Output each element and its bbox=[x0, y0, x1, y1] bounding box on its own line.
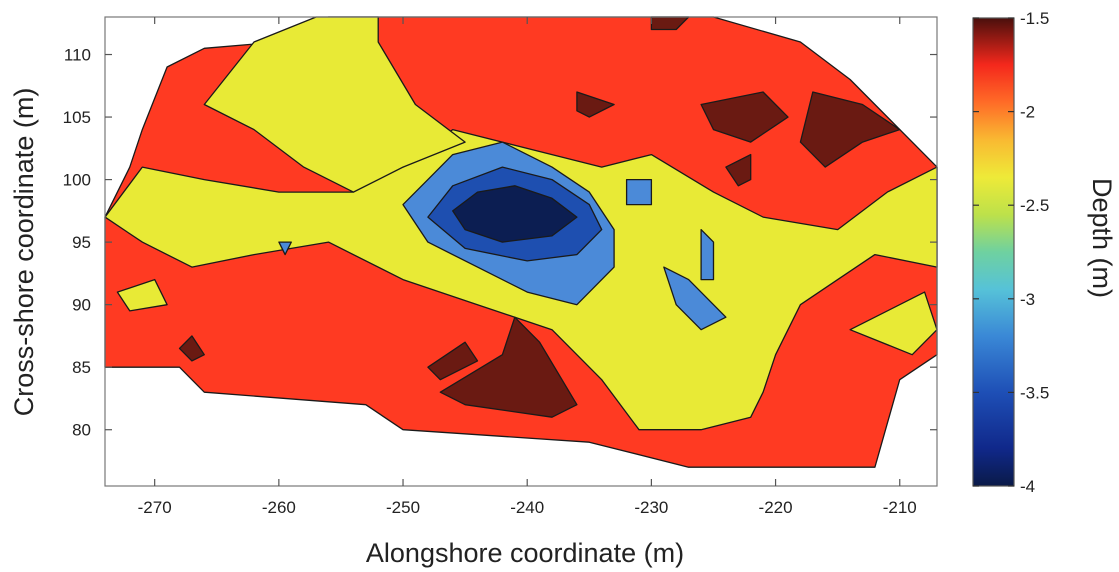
colorbar-tick-label: -3 bbox=[1020, 290, 1035, 309]
colorbar-tick-label: -3.5 bbox=[1020, 383, 1049, 402]
contour-region-shoal-upper-right-c bbox=[725, 153, 752, 187]
x-tick-label: -210 bbox=[883, 498, 917, 517]
contour-region-channel-right bbox=[663, 266, 727, 331]
y-tick-label: 110 bbox=[64, 46, 91, 65]
contour-region-shoal-upper-mid-b bbox=[576, 91, 615, 118]
plot-area bbox=[104, 16, 938, 468]
y-tick-label: 80 bbox=[72, 421, 91, 440]
colorbar-tick-label: -2.5 bbox=[1020, 196, 1049, 215]
y-axis-title: Cross-shore coordinate (m) bbox=[9, 88, 39, 417]
contour-region-shoal-upper-right-b bbox=[799, 91, 901, 168]
colorbar-title: Depth (m) bbox=[1087, 178, 1117, 298]
colorbar-tick-label: -4 bbox=[1020, 477, 1035, 496]
y-tick-label: 105 bbox=[63, 108, 91, 127]
contour-region-blue-spot-left bbox=[278, 241, 292, 256]
colorbar-tick-label: -1.5 bbox=[1020, 9, 1049, 28]
x-tick-label: -230 bbox=[634, 498, 668, 517]
contour-region-blue-spot-mid bbox=[700, 228, 715, 281]
colorbar-tick-label: -2 bbox=[1020, 103, 1035, 122]
axes: -270 -260 -250 -240 -230 -220 -210 80 85 90 95 100 1… bbox=[63, 16, 938, 517]
contour-region-deep-hole-core bbox=[452, 185, 578, 243]
x-axis-title: Alongshore coordinate (m) bbox=[366, 538, 684, 568]
y-tick-label: 85 bbox=[72, 358, 91, 377]
contour-region-blue-spot-right bbox=[625, 178, 653, 206]
x-tick-label: -260 bbox=[262, 498, 296, 517]
colorbar: -1.5 -2 -2.5 -3 -3.5 -4 bbox=[972, 9, 1049, 496]
x-tick-label: -220 bbox=[759, 498, 793, 517]
colorbar-gradient bbox=[972, 17, 1015, 487]
x-tick-label: -240 bbox=[510, 498, 544, 517]
y-tick-label: 95 bbox=[72, 233, 91, 252]
contour-region-shallow-left-edge bbox=[116, 278, 168, 312]
x-tick-label: -250 bbox=[386, 498, 420, 517]
contour-region-shoal-lower-mid bbox=[439, 316, 578, 418]
y-tick-label: 90 bbox=[72, 296, 91, 315]
plot-frame bbox=[104, 16, 938, 487]
x-tick-label: -270 bbox=[138, 498, 172, 517]
contour-region-shoal-lower-left bbox=[427, 341, 479, 381]
contour-region-shoal-upper-right-a bbox=[700, 91, 789, 143]
y-tick-label: 100 bbox=[63, 171, 91, 190]
contour-region-shoal-left bbox=[178, 335, 205, 362]
